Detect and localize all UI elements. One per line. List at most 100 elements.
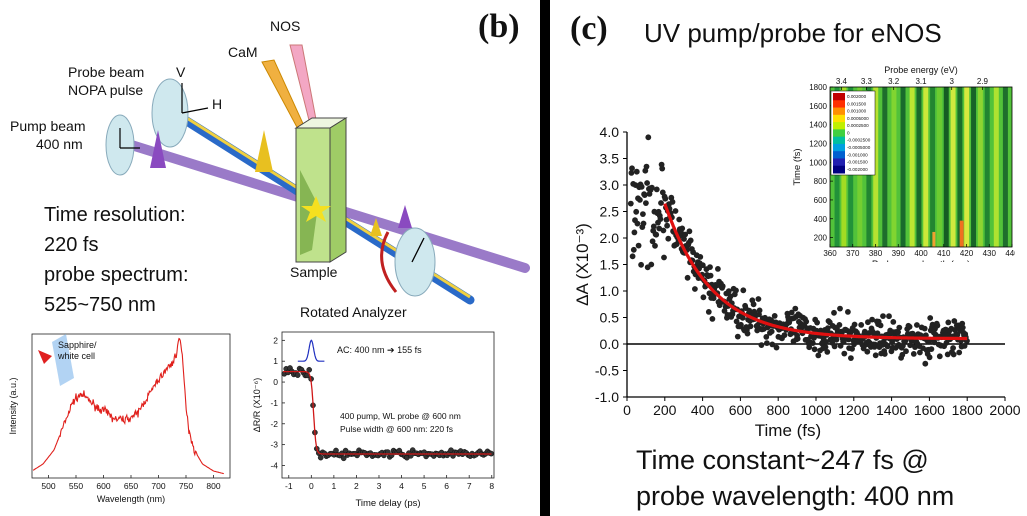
data-point	[658, 200, 664, 206]
pump-pulse-glyph-2	[398, 205, 412, 228]
data-point	[906, 323, 913, 330]
x-tick-label: 430	[983, 249, 997, 258]
data-point	[825, 325, 831, 331]
data-point	[672, 208, 679, 214]
panel-c-title: UV pump/probe for eNOS	[644, 18, 942, 48]
x2-tick-label: 3.4	[836, 77, 848, 86]
data-point	[841, 350, 848, 357]
x-tick-label: 8	[489, 481, 494, 491]
data-point	[633, 208, 640, 215]
heatmap-stripe	[909, 87, 915, 247]
data-point	[641, 192, 648, 199]
data-point	[755, 296, 762, 302]
x-tick-label: -1	[285, 481, 293, 491]
x-tick-label: 550	[69, 481, 83, 491]
data-point	[773, 344, 780, 351]
colorbar-label: -0.0002500	[847, 138, 871, 143]
y-tick-label: 1	[273, 356, 278, 366]
analyzer-axis	[411, 237, 425, 263]
colorbar-swatch	[833, 107, 845, 116]
y-tick-label: 1800	[809, 83, 827, 92]
colorbar-label: -0.0005000	[847, 145, 871, 150]
y-tick-label: -2	[270, 419, 278, 429]
heatmap-stripe	[923, 87, 929, 247]
x-axis-label: Probe wavelength (nm)	[872, 259, 970, 262]
x-tick-label: 3	[377, 481, 382, 491]
data-point	[716, 302, 723, 309]
panel-c-label: (c)	[570, 10, 608, 47]
spec-line: probe spectrum:	[44, 264, 189, 286]
x-tick-label: 400	[691, 402, 715, 418]
x-tick-label: 1600	[914, 402, 945, 418]
cuvette-side	[329, 117, 347, 263]
data-point	[733, 287, 739, 294]
colorbar-label: 0.001500	[847, 101, 867, 106]
x-tick-label: 600	[729, 402, 753, 418]
heatmap-hotspot	[959, 220, 964, 247]
x2-tick-label: 2.9	[977, 77, 989, 86]
colorbar-swatch	[833, 114, 845, 123]
x-tick-label: 6	[444, 481, 449, 491]
y-tick-label: 0.5	[600, 310, 620, 326]
data-point	[900, 342, 906, 349]
y-tick-label: 3.5	[600, 151, 620, 167]
data-point	[954, 331, 961, 338]
heatmap-stripe	[984, 87, 990, 247]
y-tick-label: -1	[270, 398, 278, 408]
data-point	[831, 343, 838, 350]
x-tick-label: 1400	[876, 402, 907, 418]
data-point	[682, 231, 689, 238]
data-point	[926, 338, 932, 345]
colorbar-swatch	[833, 165, 845, 174]
data-point	[664, 222, 670, 229]
heatmap-stripe	[891, 87, 897, 247]
heatmap-stripe	[882, 87, 888, 247]
data-point	[914, 322, 920, 328]
heatmap-stripe	[993, 87, 999, 247]
data-point	[684, 274, 691, 281]
y-tick-label: -4	[270, 460, 278, 470]
data-point	[851, 321, 858, 328]
specs-block: Time resolution: 220 fs probe spectrum: …	[44, 200, 189, 320]
data-point	[734, 333, 741, 340]
data-point	[707, 264, 713, 270]
probe-beam-label: Probe beam	[68, 64, 145, 80]
data-point	[961, 343, 968, 349]
x-tick-label: 600	[96, 481, 110, 491]
colorbar-label: 0	[847, 130, 850, 135]
data-point	[934, 322, 941, 329]
x-tick-label: 1000	[800, 402, 831, 418]
x-tick-label: 4	[399, 481, 404, 491]
caption-line-1: Time constant~247 fs @	[636, 445, 929, 475]
spec-line: 525~750 nm	[44, 294, 156, 316]
data-point	[750, 301, 757, 308]
x-axis-label: Wavelength (nm)	[97, 494, 165, 504]
sapphire-crystal-icon	[52, 334, 74, 386]
colorbar-label: -0.001500	[847, 160, 868, 165]
ac-label: AC: 400 nm ➔ 155 fs	[337, 345, 422, 355]
y-tick-label: 3.0	[600, 177, 620, 193]
data-point	[652, 242, 658, 249]
y-axis-label: Time (fs)	[792, 148, 803, 185]
data-point	[926, 354, 933, 361]
analyzer-label: Rotated Analyzer	[300, 304, 407, 320]
heatmap-stripe	[943, 87, 949, 247]
focus-star-icon	[301, 196, 331, 222]
data-point	[831, 309, 837, 316]
data-point	[679, 225, 686, 232]
heatmap-hotspot	[932, 231, 936, 247]
data-point	[648, 261, 655, 268]
data-point	[640, 220, 647, 227]
data-point	[890, 319, 897, 325]
data-point	[865, 319, 871, 326]
x-tick-label: 650	[124, 481, 138, 491]
data-point	[681, 236, 687, 242]
probe-condition-label: 400 pump, WL probe @ 600 nm	[340, 411, 461, 421]
x2-tick-label: 3.3	[861, 77, 873, 86]
y-tick-label: -1.0	[595, 389, 619, 405]
x-tick-label: 420	[960, 249, 974, 258]
data-point	[638, 261, 644, 268]
y-tick-label: 1400	[809, 121, 827, 130]
y-axis-label: ΔR/R (X10⁻⁶)	[252, 378, 262, 432]
data-point	[763, 334, 770, 340]
